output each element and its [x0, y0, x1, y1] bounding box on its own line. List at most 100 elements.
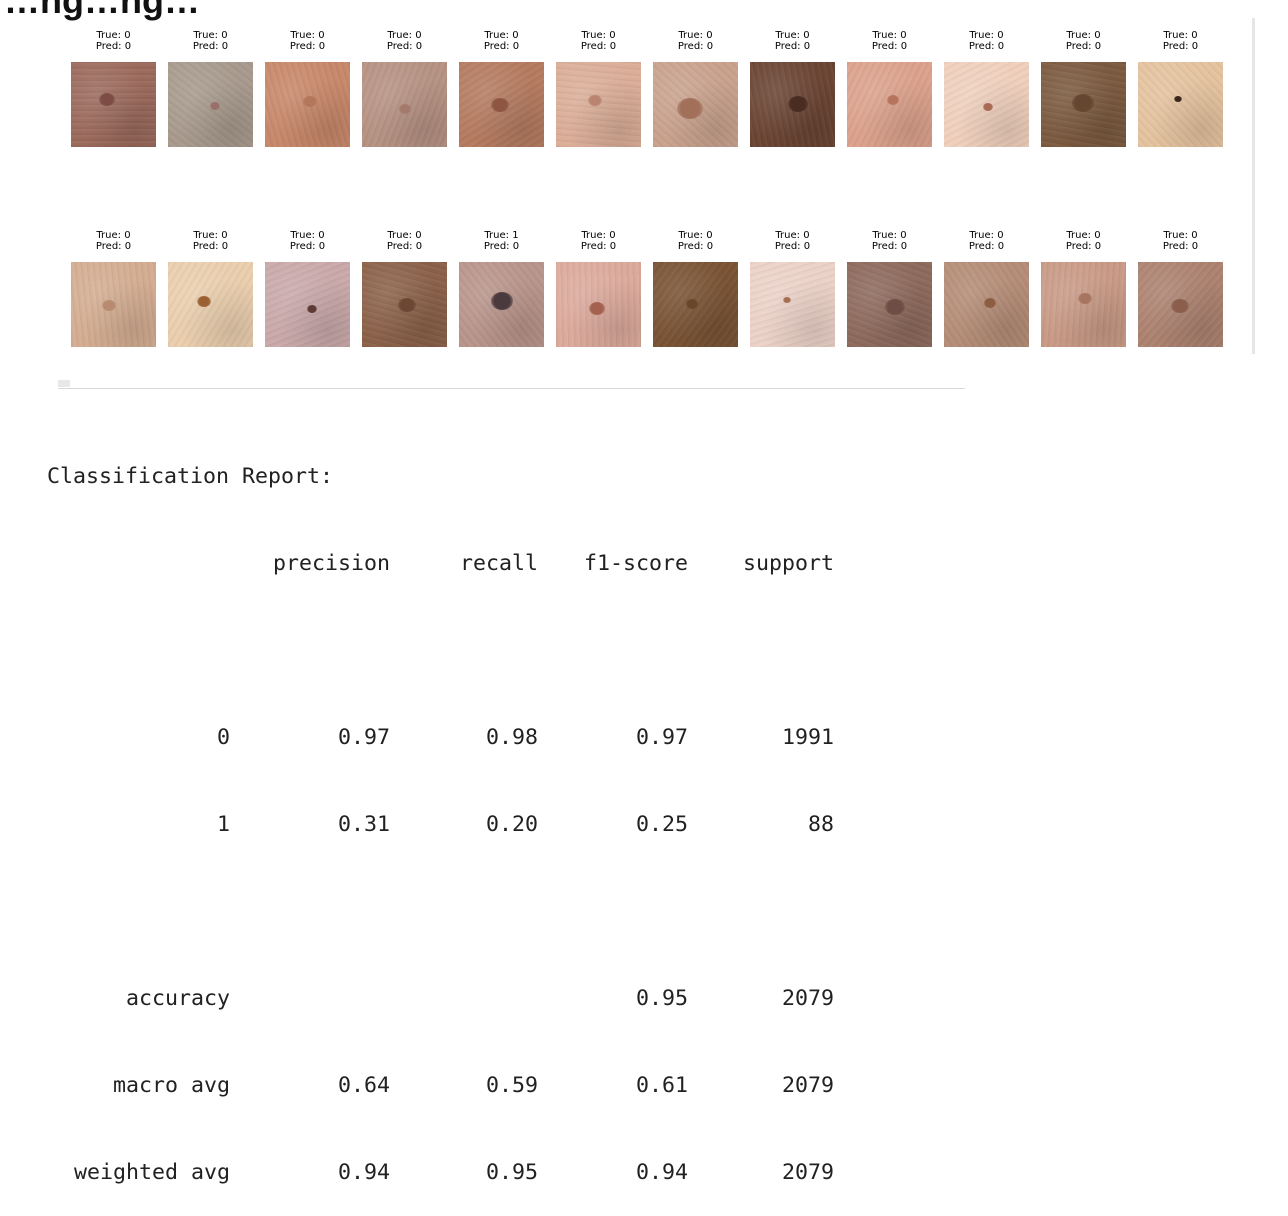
row-label: 0	[216, 725, 230, 750]
lesion-spot	[983, 103, 993, 111]
pred-label: Pred: 0	[871, 41, 908, 52]
pred-label: Pred: 0	[774, 41, 811, 52]
sample-cell: True: 0 Pred: 0	[750, 230, 835, 347]
row-label: macro avg	[112, 1073, 230, 1098]
sample-cell: True: 0 Pred: 0	[944, 230, 1029, 347]
precision-value	[230, 984, 390, 1013]
support-value: 88	[807, 812, 834, 837]
true-label: True: 0	[775, 30, 810, 41]
true-label: True: 0	[1163, 230, 1198, 241]
header-cell	[47, 549, 230, 578]
report-class-row: 1 0.31 0.20 0.25 88	[47, 810, 834, 839]
recall-value: 0.95	[485, 1160, 538, 1185]
recall-value: 0.59	[485, 1073, 538, 1098]
pred-label: Pred: 0	[774, 241, 811, 252]
recall-value	[390, 984, 538, 1013]
lesion-spot	[307, 305, 317, 313]
true-label: True: 1	[484, 230, 519, 241]
skin-lesion-image	[944, 262, 1029, 347]
f1-value: 0.61	[635, 1073, 688, 1098]
true-label: True: 0	[872, 30, 907, 41]
sample-cell: True: 0 Pred: 0	[847, 30, 932, 147]
skin-lesion-image	[1138, 62, 1223, 147]
sample-cell: True: 0 Pred: 0	[1138, 230, 1223, 347]
pred-label: Pred: 0	[483, 241, 520, 252]
report-summary-row: macro avg 0.64 0.59 0.61 2079	[47, 1071, 834, 1100]
lesion-spot	[686, 299, 698, 310]
sample-cell: True: 0 Pred: 0	[847, 230, 932, 347]
lesion-spot	[984, 298, 996, 309]
lesion-spot	[491, 292, 513, 311]
support-value: 2079	[781, 986, 834, 1011]
true-label: True: 0	[387, 30, 422, 41]
heading-text: …ng…ng…	[4, 0, 200, 21]
skin-lesion-image	[556, 262, 641, 347]
skin-lesion-image	[168, 262, 253, 347]
f1-value: 0.25	[635, 812, 688, 837]
skin-lesion-image	[750, 262, 835, 347]
skin-lesion-image	[71, 62, 156, 147]
true-label: True: 0	[872, 230, 907, 241]
pred-label: Pred: 0	[1065, 41, 1102, 52]
lesion-spot	[1072, 94, 1094, 113]
pred-label: Pred: 0	[871, 241, 908, 252]
true-label: True: 0	[484, 30, 519, 41]
skin-lesion-image	[653, 262, 738, 347]
true-label: True: 0	[775, 230, 810, 241]
true-label: True: 0	[387, 230, 422, 241]
sample-cell: True: 0 Pred: 0	[653, 30, 738, 147]
output-vertical-scrollbar[interactable]	[1252, 18, 1255, 354]
prediction-image-grid: True: 0 Pred: 0 True: 0 Pred: 0 True: 0 Pre…	[71, 30, 1223, 347]
report-summary-row: weighted avg 0.94 0.95 0.94 2079	[47, 1158, 834, 1187]
true-label: True: 0	[1163, 30, 1198, 41]
pred-label: Pred: 0	[677, 41, 714, 52]
recall-value: 0.20	[485, 812, 538, 837]
lesion-spot	[102, 300, 116, 312]
row-label: 1	[216, 812, 230, 837]
pred-label: Pred: 0	[386, 241, 423, 252]
f1-value: 0.95	[635, 986, 688, 1011]
report-title: Classification Report:	[47, 464, 334, 489]
true-label: True: 0	[969, 30, 1004, 41]
skin-lesion-image	[265, 262, 350, 347]
true-label: True: 0	[678, 30, 713, 41]
true-label: True: 0	[1066, 30, 1101, 41]
precision-value: 0.31	[337, 812, 390, 837]
sample-cell: True: 0 Pred: 0	[71, 30, 156, 147]
lesion-spot	[788, 96, 808, 112]
sample-cell: True: 0 Pred: 0	[459, 30, 544, 147]
sample-cell: True: 0 Pred: 0	[750, 30, 835, 147]
lesion-spot	[1171, 298, 1189, 313]
pred-label: Pred: 0	[677, 241, 714, 252]
lesion-spot	[399, 104, 411, 115]
sample-cell: True: 0 Pred: 0	[944, 30, 1029, 147]
lesion-spot	[887, 95, 899, 106]
lesion-spot	[99, 92, 115, 106]
skin-lesion-image	[750, 62, 835, 147]
blank-row	[47, 897, 834, 926]
pred-label: Pred: 0	[289, 241, 326, 252]
true-label: True: 0	[581, 30, 616, 41]
pred-label: Pred: 0	[192, 41, 229, 52]
pred-label: Pred: 0	[1162, 41, 1199, 52]
pred-label: Pred: 0	[968, 241, 1005, 252]
skin-lesion-image	[556, 62, 641, 147]
lesion-spot	[491, 97, 509, 112]
skin-lesion-image	[1041, 262, 1126, 347]
pred-label: Pred: 0	[968, 41, 1005, 52]
support-value: 1991	[781, 725, 834, 750]
recall-value: 0.98	[485, 725, 538, 750]
lesion-spot	[303, 96, 317, 108]
lesion-spot	[1174, 95, 1182, 102]
output-horizontal-scrollbar[interactable]	[58, 380, 965, 389]
skin-lesion-image	[168, 62, 253, 147]
lesion-spot	[589, 301, 605, 315]
skin-lesion-image	[459, 262, 544, 347]
pred-label: Pred: 0	[1162, 241, 1199, 252]
support-value: 2079	[781, 1073, 834, 1098]
scrollbar-thumb[interactable]	[58, 380, 70, 387]
lesion-spot	[885, 299, 905, 315]
lesion-spot	[588, 95, 602, 107]
row-label: weighted avg	[73, 1160, 230, 1185]
pred-label: Pred: 0	[580, 41, 617, 52]
